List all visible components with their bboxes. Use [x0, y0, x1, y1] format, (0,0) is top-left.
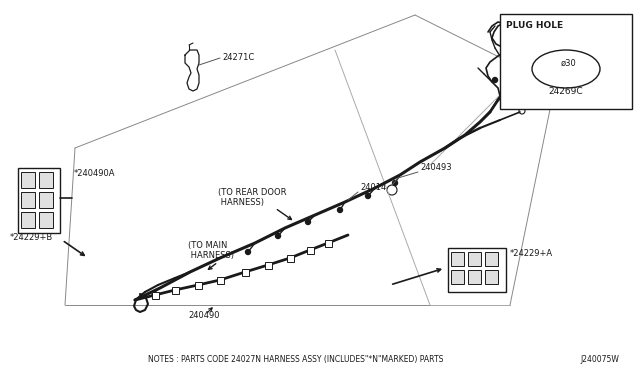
Bar [451, 252, 464, 266]
Circle shape [502, 28, 506, 32]
Bar [485, 270, 498, 284]
Text: 240490: 240490 [188, 311, 220, 320]
Circle shape [392, 180, 397, 186]
Bar [264, 262, 271, 269]
Circle shape [520, 48, 525, 52]
Text: 24269C: 24269C [548, 87, 583, 96]
Bar [216, 276, 223, 283]
Bar [451, 270, 464, 284]
Text: 240493: 240493 [420, 163, 452, 172]
Circle shape [246, 250, 250, 254]
Circle shape [337, 208, 342, 212]
Text: *24229+B: *24229+B [10, 233, 53, 242]
Text: 24014: 24014 [360, 183, 387, 192]
Bar [468, 252, 481, 266]
Bar [21, 192, 35, 208]
Text: ø30: ø30 [561, 59, 577, 68]
Bar [18, 168, 60, 233]
Bar [468, 270, 481, 284]
Circle shape [275, 234, 280, 238]
Bar [485, 252, 498, 266]
Bar [287, 254, 294, 262]
Bar [307, 247, 314, 253]
Bar [324, 240, 332, 247]
Bar [39, 192, 53, 208]
Text: 24271C: 24271C [222, 52, 254, 61]
Bar [448, 248, 506, 292]
Text: NOTES : PARTS CODE 24027N HARNESS ASSY (INCLUDES"*N"MARKED) PARTS: NOTES : PARTS CODE 24027N HARNESS ASSY (… [148, 355, 444, 364]
Text: *24229+A: *24229+A [510, 249, 553, 258]
Bar [500, 14, 632, 109]
Bar [195, 282, 202, 289]
Text: PLUG HOLE: PLUG HOLE [506, 21, 563, 30]
Text: HARNESS): HARNESS) [188, 251, 234, 260]
Circle shape [305, 219, 310, 224]
Circle shape [506, 60, 511, 64]
Text: (TO MAIN: (TO MAIN [188, 241, 227, 250]
Circle shape [365, 193, 371, 199]
Bar [21, 212, 35, 228]
Text: J240075W: J240075W [580, 355, 619, 364]
Bar [152, 292, 159, 298]
Bar [39, 212, 53, 228]
Text: (TO REAR DOOR: (TO REAR DOOR [218, 188, 287, 197]
Bar [21, 172, 35, 188]
Circle shape [511, 33, 516, 38]
Bar [172, 286, 179, 294]
Text: *240490A: *240490A [74, 169, 115, 178]
Circle shape [493, 77, 497, 83]
Bar [241, 269, 248, 276]
Ellipse shape [532, 50, 600, 88]
Bar [39, 172, 53, 188]
Text: HARNESS): HARNESS) [218, 198, 264, 207]
